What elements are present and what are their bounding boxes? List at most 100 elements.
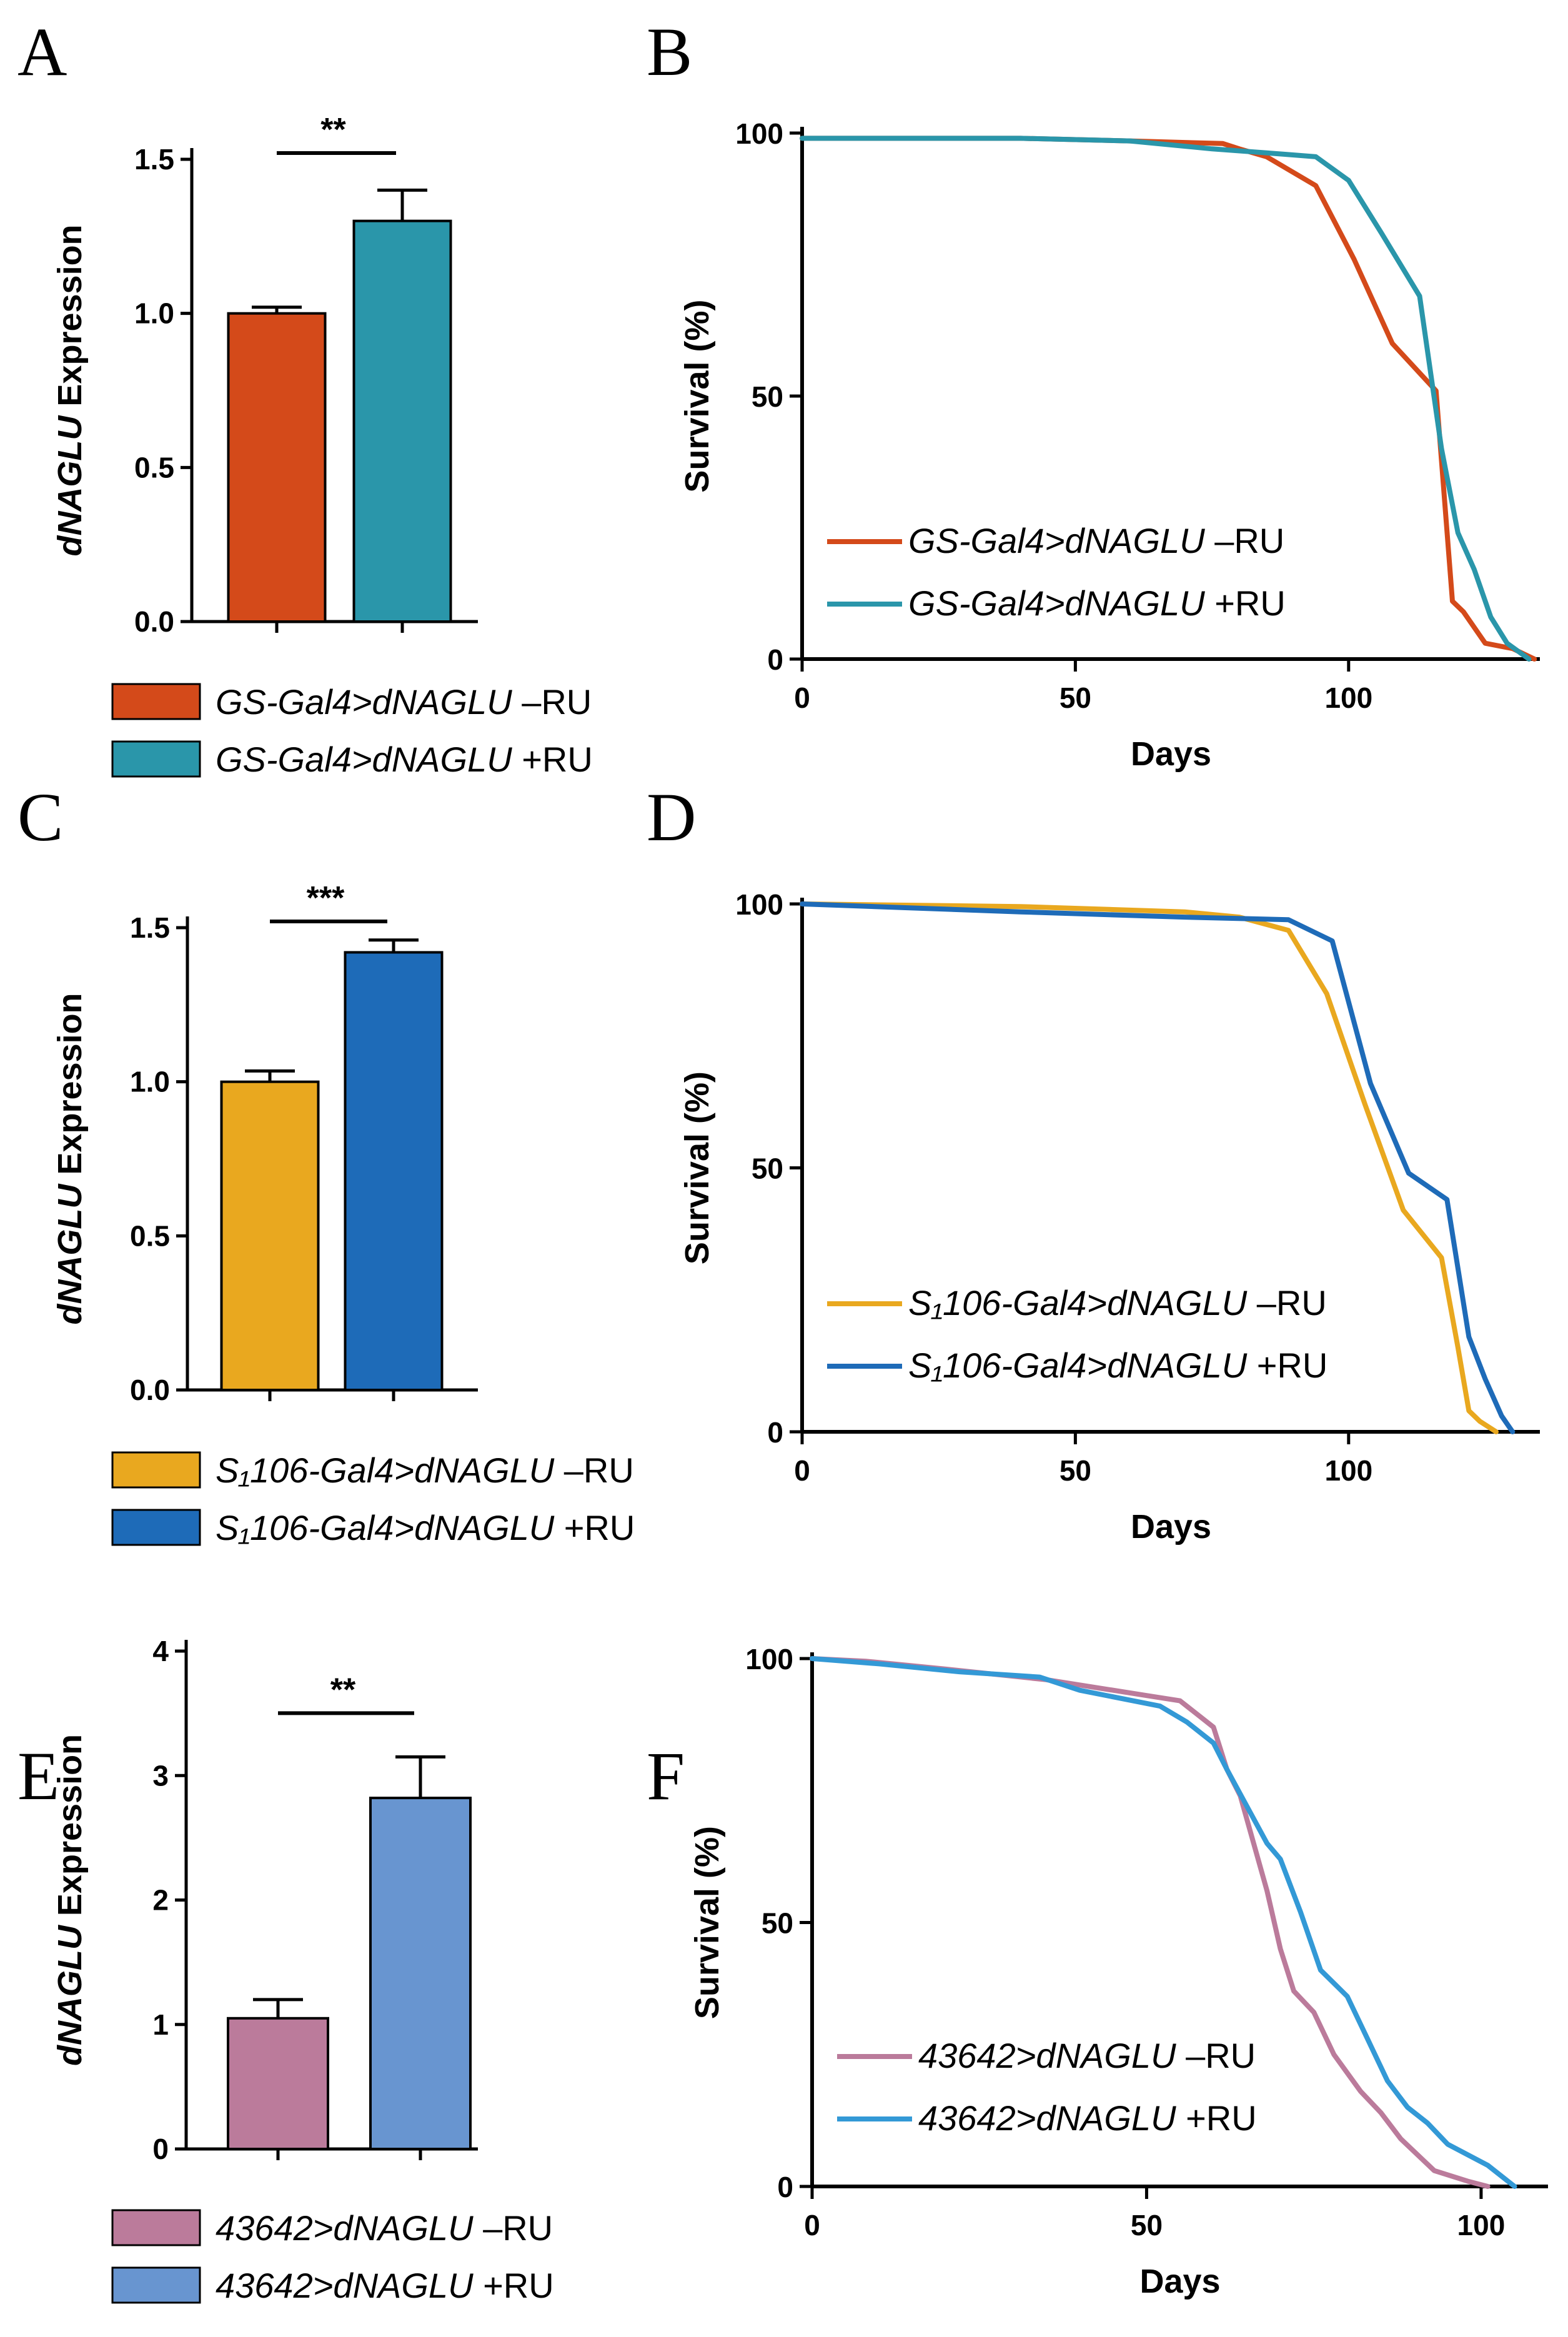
x-axis-title: Days <box>1131 1508 1211 1546</box>
legend-label-2-rest: +RU <box>474 2266 554 2305</box>
x-tick-label: 50 <box>1059 682 1091 714</box>
bar-2 <box>369 1797 472 2150</box>
series-line-2 <box>810 1656 1517 2189</box>
y-tick-label: 1.0 <box>130 1066 170 1098</box>
x-tick-label: 0 <box>804 2209 820 2241</box>
panel-d: D 0 50 100 0 50 100 Survival (%) Days S₁106-Gal4>… <box>647 779 1540 1546</box>
panel-letter-a: A <box>17 14 67 90</box>
legend-label-2: 43642>dNAGLU +RU <box>216 2266 554 2305</box>
y-tick-label: 1.5 <box>134 143 174 176</box>
y-tick-label: 0 <box>767 1416 783 1449</box>
bar-1 <box>220 1080 320 1391</box>
y-tick-label: 4 <box>152 1635 169 1667</box>
significance-stars: ** <box>330 1672 356 1708</box>
legend-label-1: GS-Gal4>dNAGLU –RU <box>216 682 592 722</box>
legend-label-1-rest: –RU <box>474 2208 553 2248</box>
x-tick-label: 50 <box>1131 2209 1163 2241</box>
legend-swatch-2 <box>111 740 201 778</box>
legend-label-1-rest: –RU <box>1176 2036 1256 2075</box>
series-line-1 <box>800 901 1499 1434</box>
significance-stars: *** <box>307 880 345 916</box>
legend-label-1-italic: S₁106-Gal4>dNAGLU <box>216 1451 555 1490</box>
y-tick-label: 0.5 <box>134 451 174 484</box>
x-tick-label: 100 <box>1324 682 1372 714</box>
panel-b: B 0 50 100 0 50 100 Survival (%) Days GS-Gal4>dNA… <box>647 14 1540 773</box>
legend-label-1: S₁106-Gal4>dNAGLU –RU <box>216 1451 634 1490</box>
legend-label-1-italic: GS-Gal4>dNAGLU <box>908 521 1205 560</box>
bar-1 <box>227 312 327 623</box>
panel-e: E 0 1 2 3 4 dNAGLU Expression ** 43642>dNAGLU –R… <box>17 1635 554 2305</box>
legend-label-1: GS-Gal4>dNAGLU –RU <box>908 521 1284 560</box>
legend-label-1: 43642>dNAGLU –RU <box>918 2036 1256 2075</box>
legend-label-1-italic: S₁106-Gal4>dNAGLU <box>908 1283 1248 1322</box>
legend-label-2-rest: +RU <box>1205 583 1286 623</box>
y-axis-title-italic: dNAGLU <box>51 415 89 557</box>
legend-label-2: 43642>dNAGLU +RU <box>918 2098 1257 2138</box>
legend-swatch-1 <box>111 2209 201 2246</box>
y-axis-title: Survival (%) <box>688 1826 726 2019</box>
bar-2 <box>344 951 444 1391</box>
x-axis-title: Days <box>1131 735 1211 773</box>
panel-letter-b: B <box>647 14 692 90</box>
y-tick-label: 2 <box>152 1884 169 1917</box>
y-tick-label: 0 <box>767 643 783 676</box>
legend-label-1: 43642>dNAGLU –RU <box>216 2208 553 2248</box>
legend-label-2-italic: S₁106-Gal4>dNAGLU <box>908 1346 1248 1385</box>
x-tick-label: 0 <box>794 1454 810 1487</box>
panel-letter-c: C <box>17 779 63 855</box>
y-axis-title: Survival (%) <box>678 299 716 492</box>
y-tick-label: 50 <box>762 1907 793 1940</box>
panel-a: A 0.0 0.5 1.0 1.5 dNAGLU Expression ** GS-Gal4>… <box>17 14 593 779</box>
y-tick-label: 0 <box>152 2133 169 2165</box>
y-tick-label: 1.5 <box>130 911 170 944</box>
y-tick-label: 0 <box>777 2171 793 2203</box>
y-axis-title: dNAGLU Expression <box>51 224 89 556</box>
y-axis-title-italic: dNAGLU <box>51 1924 89 2066</box>
panel-letter-f: F <box>647 1738 685 1814</box>
legend-label-2-italic: GS-Gal4>dNAGLU <box>908 583 1205 623</box>
panel-c: C 0.0 0.5 1.0 1.5 dNAGLU Expression *** S₁106-G… <box>17 779 635 1547</box>
y-tick-label: 1.0 <box>134 297 174 330</box>
y-axis-title: dNAGLU Expression <box>51 1734 89 2066</box>
legend-label-2-italic: 43642>dNAGLU <box>918 2098 1176 2138</box>
legend-label-2-italic: GS-Gal4>dNAGLU <box>216 740 512 779</box>
legend-label-2: S₁106-Gal4>dNAGLU +RU <box>216 1508 635 1547</box>
legend-label-1-rest: –RU <box>512 682 592 722</box>
y-tick-label: 100 <box>735 888 783 921</box>
y-axis-title: Survival (%) <box>678 1071 716 1264</box>
y-tick-label: 0.0 <box>130 1374 170 1406</box>
y-tick-label: 0.0 <box>134 605 174 638</box>
y-axis-title-rest: Expression <box>51 993 89 1184</box>
y-tick-label: 50 <box>752 1153 783 1185</box>
legend-label-1-italic: GS-Gal4>dNAGLU <box>216 682 512 722</box>
y-tick-label: 100 <box>735 117 783 150</box>
legend-swatch-2 <box>111 2266 201 2304</box>
panel-letter-d: D <box>647 779 696 855</box>
legend-label-1-rest: –RU <box>554 1451 634 1490</box>
y-tick-label: 50 <box>752 380 783 413</box>
legend-label-2-italic: 43642>dNAGLU <box>216 2266 474 2305</box>
x-tick-label: 100 <box>1457 2209 1506 2241</box>
legend-swatch-1 <box>111 1451 201 1489</box>
y-tick-label: 0.5 <box>130 1219 170 1252</box>
y-axis-title-rest: Expression <box>51 224 89 415</box>
legend-label-1-italic: 43642>dNAGLU <box>216 2208 474 2248</box>
y-axis-title-rest: Expression <box>51 1734 89 1925</box>
x-tick-label: 100 <box>1324 1454 1372 1487</box>
y-tick-label: 1 <box>152 2008 169 2041</box>
panel-f: F 0 50 100 0 50 100 Survival (%) Days 43642>dNAGL… <box>647 1643 1548 2300</box>
legend-label-1-italic: 43642>dNAGLU <box>918 2036 1176 2075</box>
legend-label-1: S₁106-Gal4>dNAGLU –RU <box>908 1283 1327 1322</box>
bar-2 <box>352 219 452 623</box>
legend-label-2: GS-Gal4>dNAGLU +RU <box>216 740 593 779</box>
legend-label-2: S₁106-Gal4>dNAGLU +RU <box>908 1346 1327 1385</box>
bar-1 <box>227 2017 329 2151</box>
series-line-2 <box>800 136 1532 662</box>
legend-label-1-rest: –RU <box>1247 1283 1327 1322</box>
series-line-1 <box>810 1656 1491 2189</box>
legend-swatch-2 <box>111 1509 201 1546</box>
y-axis-title-italic: dNAGLU <box>51 1183 89 1325</box>
panel-letter-e: E <box>17 1738 59 1814</box>
legend-swatch-1 <box>111 683 201 720</box>
